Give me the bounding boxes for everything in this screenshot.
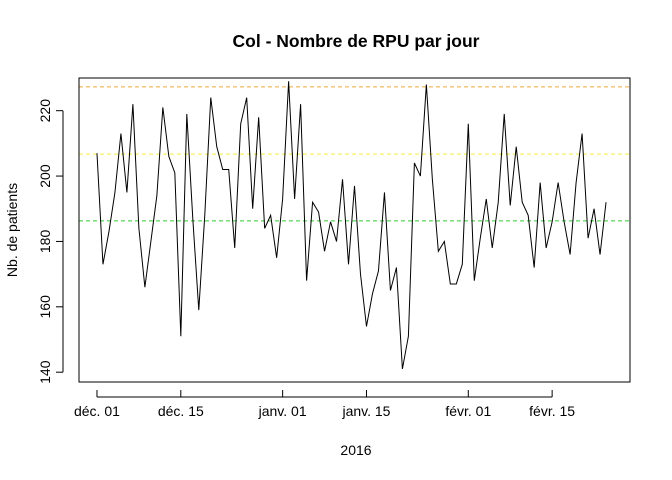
y-tick-label: 180 bbox=[37, 230, 53, 254]
x-axis-label: 2016 bbox=[340, 442, 371, 458]
y-tick-label: 220 bbox=[37, 99, 53, 123]
y-axis-label: Nb. de patients bbox=[4, 183, 20, 277]
y-tick-label: 140 bbox=[37, 360, 53, 384]
series-line-1 bbox=[96, 81, 607, 370]
y-axis: 140 160 180 200 220 bbox=[37, 99, 64, 384]
reference-lines bbox=[79, 86, 630, 222]
x-tick-label: janv. 15 bbox=[341, 403, 390, 419]
y-tick-label: 160 bbox=[37, 295, 53, 319]
chart-title: Col - Nombre de RPU par jour bbox=[233, 31, 480, 51]
plot-frame bbox=[78, 77, 631, 383]
series-lines bbox=[96, 81, 607, 370]
x-tick-label: janv. 01 bbox=[258, 403, 307, 419]
x-axis: déc. 01 déc. 15 janv. 01 janv. 15 févr. 01 fé… bbox=[74, 390, 575, 419]
x-tick-label: févr. 01 bbox=[445, 403, 491, 419]
x-tick-label: févr. 15 bbox=[529, 403, 575, 419]
y-tick-label: 200 bbox=[37, 164, 53, 188]
x-tick-label: déc. 01 bbox=[74, 403, 120, 419]
x-tick-label: déc. 15 bbox=[158, 403, 204, 419]
